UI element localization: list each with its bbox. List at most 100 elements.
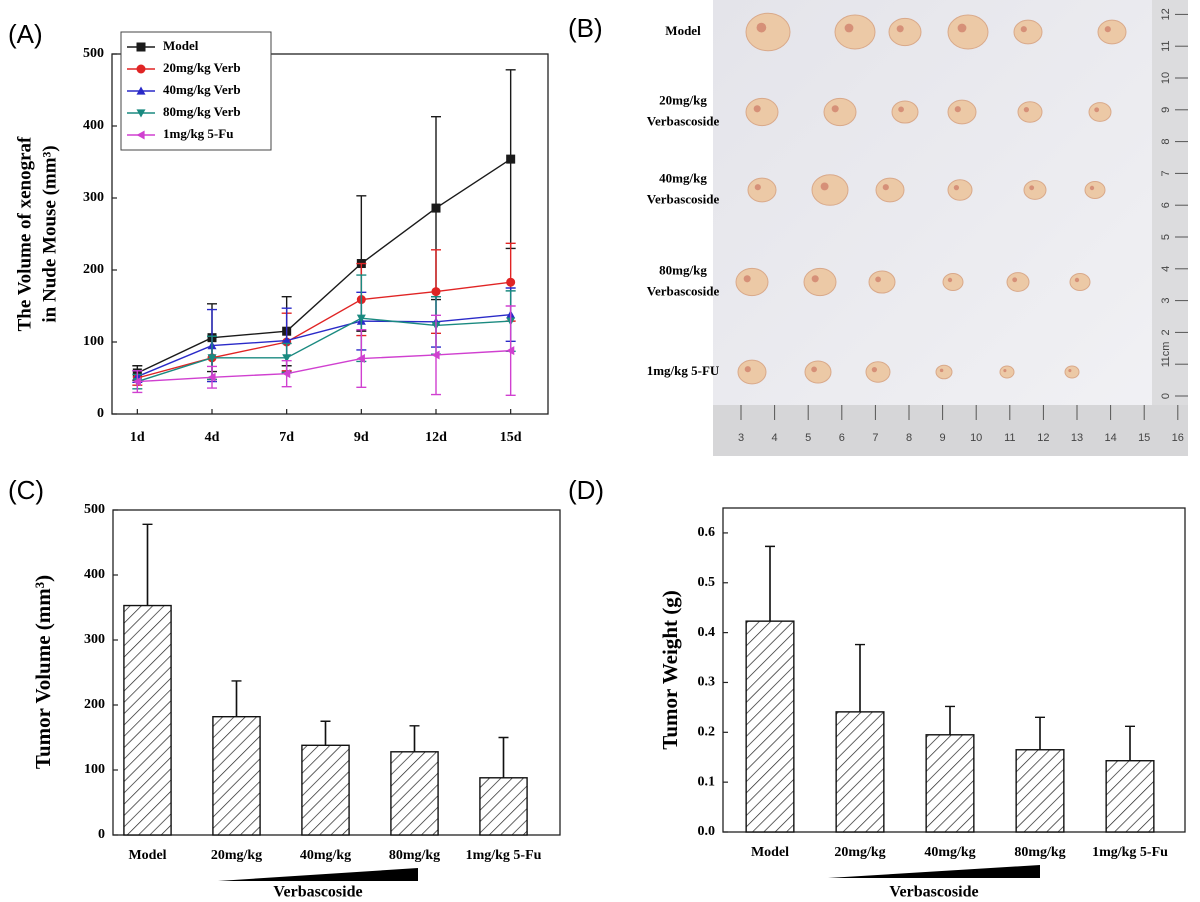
tumor [811, 174, 849, 206]
series-line [137, 313, 511, 378]
bar [390, 751, 439, 836]
row-label: Verbascoside [647, 283, 720, 298]
y-axis-label: Tumor Volume (mm³) [31, 575, 55, 769]
ruler-label: 14 [1104, 432, 1116, 444]
panel-label: (A) [8, 19, 43, 49]
tumor [1097, 19, 1127, 45]
dose-wedge [828, 865, 1040, 878]
ruler-label: 8 [906, 432, 912, 444]
y-tick-label: 0.1 [698, 774, 716, 789]
tumor-spot [1104, 26, 1111, 33]
tumor [823, 97, 857, 127]
x-tick-label: 1mg/kg 5-Fu [466, 848, 542, 863]
tumor-spot [754, 184, 761, 191]
panel-label: (C) [8, 475, 44, 505]
bar [212, 716, 261, 836]
tumor [1006, 272, 1030, 292]
x-tick-label: 80mg/kg [1014, 845, 1065, 860]
x-tick-label: Model [128, 848, 166, 863]
tumor-spot [896, 25, 904, 33]
x-tick-label: 20mg/kg [834, 845, 885, 860]
row-label: 1mg/kg 5-FU [647, 363, 720, 378]
ruler-label: 13 [1071, 432, 1083, 444]
y-tick-label: 0 [97, 406, 104, 421]
tumor-photo [713, 0, 1188, 456]
tumor [947, 99, 977, 125]
series-line [137, 317, 511, 383]
x-tick-label: 7d [279, 430, 294, 445]
bar [479, 777, 528, 836]
ruler-label: 7 [1160, 170, 1172, 176]
ruler-label: 12 [1160, 8, 1172, 20]
tumor-spot [947, 277, 953, 283]
series-line [137, 349, 511, 383]
tumor [803, 267, 837, 297]
y-tick-label: 0.3 [698, 675, 716, 690]
tumor [888, 17, 922, 47]
y-tick-label: 500 [83, 46, 104, 61]
y-axis-label: The Volume of xenograf [14, 136, 35, 331]
bar [1015, 749, 1065, 833]
y-axis-label: Tumor Weight (g) [658, 590, 682, 749]
y-tick-label: 100 [84, 762, 105, 777]
ruler-label: 11 [1004, 432, 1015, 444]
marker [282, 354, 292, 363]
tumor [891, 100, 919, 124]
tumor-spot [1089, 185, 1095, 191]
ruler-label: 10 [1160, 72, 1172, 84]
x-tick-label: 4d [205, 430, 220, 445]
tumor [1069, 273, 1091, 291]
y-axis-label: in Nude Mouse (mm³) [39, 145, 60, 322]
ruler-label: 11 [1160, 40, 1172, 51]
y-tick-label: 0.0 [698, 824, 716, 839]
tumor-spot [1068, 369, 1072, 373]
legend-label: 1mg/kg 5-Fu [163, 126, 233, 141]
tumor-spot [820, 182, 829, 191]
y-tick-label: 500 [84, 502, 105, 517]
ruler-label: 7 [872, 432, 878, 444]
tumor-spot [844, 23, 854, 33]
x-tick-label: 20mg/kg [211, 848, 262, 863]
dose-wedge [218, 868, 418, 881]
ruler-label: 5 [805, 432, 811, 444]
x-tick-label: 1d [130, 430, 145, 445]
tumor-spot [953, 184, 960, 191]
ruler-label: 4 [1160, 266, 1172, 272]
tumor [1017, 101, 1043, 123]
y-tick-label: 0.5 [698, 575, 716, 590]
bar [123, 604, 172, 836]
tumor [834, 14, 876, 50]
ruler-label: 15 [1138, 432, 1150, 444]
tumor-spot [811, 366, 817, 373]
tumor [942, 273, 964, 291]
marker [136, 42, 146, 52]
ruler-bottom [713, 405, 1188, 456]
ruler-label: 0 [1160, 393, 1172, 399]
tumor-spot [1020, 26, 1027, 33]
y-tick-label: 400 [84, 567, 105, 582]
marker [356, 354, 365, 364]
y-tick-label: 300 [83, 190, 104, 205]
marker [136, 86, 146, 95]
bar [835, 711, 885, 833]
tumor [1013, 19, 1043, 45]
legend-label: 80mg/kg Verb [163, 104, 241, 119]
bar [925, 734, 975, 833]
tumor-spot [743, 275, 751, 283]
marker [506, 154, 516, 164]
tumor-spot [1094, 107, 1100, 113]
marker [136, 64, 146, 74]
marker [356, 314, 366, 323]
ruler-label: 6 [839, 432, 845, 444]
ruler-right [1152, 0, 1188, 405]
marker [136, 130, 145, 140]
ruler-label: 9 [1160, 107, 1172, 113]
x-tick-label: 12d [425, 430, 447, 445]
row-label: Verbascoside [647, 191, 720, 206]
row-label: Model [665, 23, 701, 38]
bar [1105, 760, 1155, 833]
ruler-label: 10 [970, 432, 982, 444]
tumor [745, 12, 791, 52]
tumor-spot [1023, 106, 1030, 113]
